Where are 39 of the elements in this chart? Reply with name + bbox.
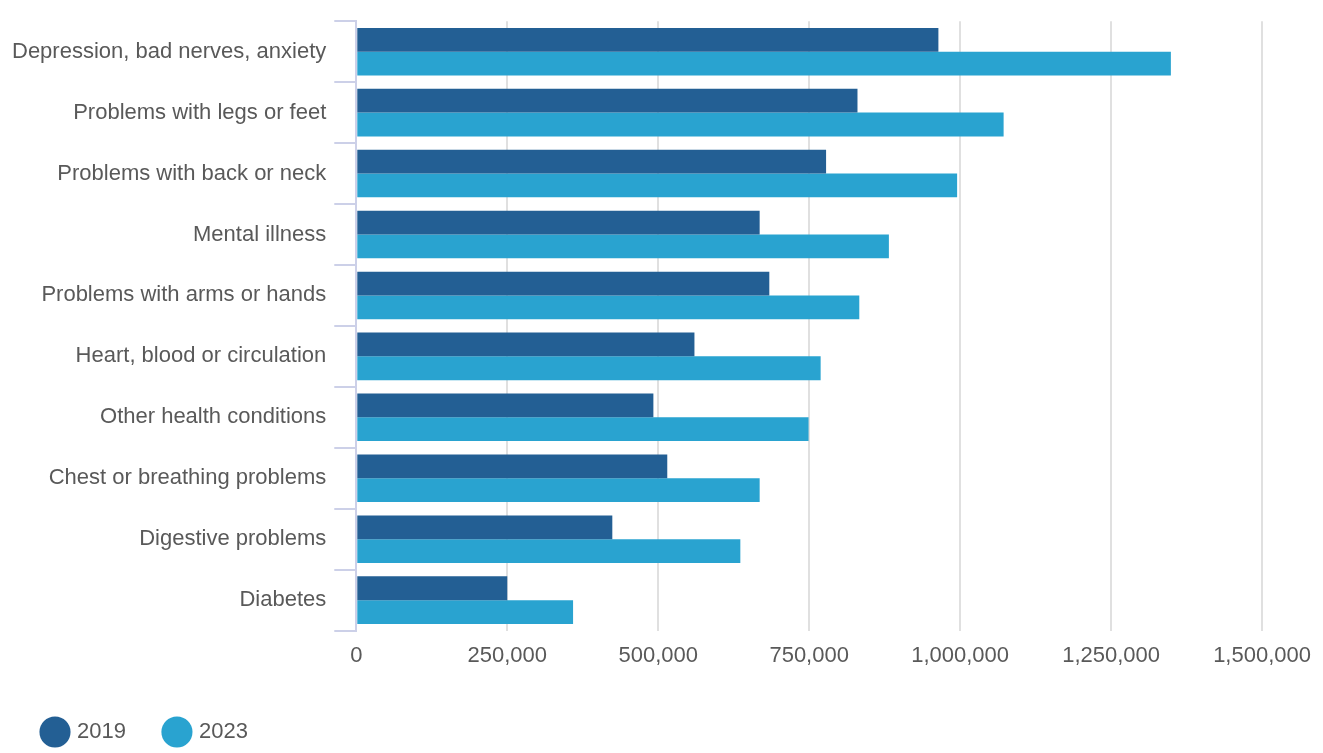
- bar: [357, 149, 827, 174]
- x-tick-label: 1,500,000: [1213, 641, 1311, 667]
- bar: [357, 600, 574, 624]
- bar: [357, 454, 668, 479]
- bar: [357, 478, 760, 503]
- bar: [357, 88, 858, 113]
- y-tick-label: Other health conditions: [100, 403, 327, 429]
- bar: [357, 27, 939, 52]
- x-tick-label: 250,000: [467, 641, 548, 667]
- bar: [357, 576, 508, 601]
- bar: [357, 51, 1171, 76]
- bar: [357, 234, 889, 259]
- bar: [357, 332, 695, 357]
- y-tick-label: Digestive problems: [139, 525, 327, 551]
- y-tick-label: Depression, bad nerves, anxiety: [11, 37, 327, 63]
- legend-label: 2019: [77, 718, 126, 744]
- bar: [357, 356, 821, 381]
- y-tick-label: Problems with legs or feet: [73, 98, 327, 124]
- x-tick-label: 0: [350, 641, 363, 667]
- x-tick-label: 500,000: [618, 641, 698, 667]
- y-tick-label: Diabetes: [239, 586, 327, 612]
- bar: [357, 539, 741, 563]
- y-tick-label: Heart, blood or circulation: [75, 342, 327, 368]
- x-tick-label: 1,250,000: [1062, 641, 1161, 667]
- bar: [357, 417, 809, 442]
- x-tick-label: 750,000: [769, 641, 849, 667]
- bar: [357, 173, 958, 198]
- bar: [357, 393, 654, 418]
- bar: [357, 515, 613, 540]
- bar: [357, 210, 760, 235]
- y-tick-label: Chest or breathing problems: [48, 464, 327, 490]
- y-tick-label: Mental illness: [193, 220, 327, 246]
- legend-label: 2023: [198, 718, 248, 744]
- y-tick-label: Problems with back or neck: [57, 159, 328, 185]
- x-tick-label: 1,000,000: [911, 641, 1010, 667]
- bar: [357, 295, 860, 320]
- bar: [357, 112, 1004, 137]
- y-tick-label: Problems with arms or hands: [41, 281, 327, 307]
- bar: [357, 271, 770, 296]
